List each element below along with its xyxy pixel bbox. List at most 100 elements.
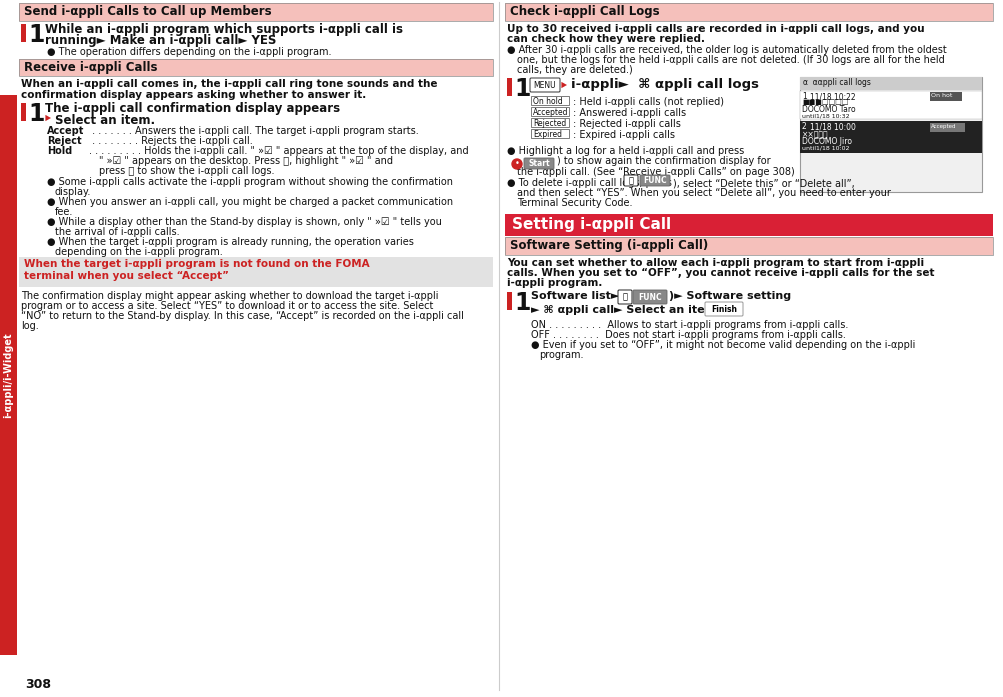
Text: log.: log. (21, 321, 39, 331)
Text: )► Software setting: )► Software setting (668, 291, 790, 301)
Text: calls, they are deleted.): calls, they are deleted.) (517, 65, 632, 75)
Text: ● The operation differs depending on the i-αppli program.: ● The operation differs depending on the… (47, 47, 331, 57)
Bar (505, 237, 992, 255)
Text: . . . . . . . Answers the i-αppli call. The target i-αppli program starts.: . . . . . . . Answers the i-αppli call. … (89, 126, 418, 136)
Text: the i-αppli call. (See “Receive i-αppli Calls” on page 308): the i-αppli call. (See “Receive i-αppli … (517, 167, 794, 177)
Text: ● After 30 i-αppli calls are received, the older log is automatically deleted fr: ● After 30 i-αppli calls are received, t… (507, 45, 946, 55)
Text: i-αppli/i-Widget: i-αppli/i-Widget (3, 332, 13, 418)
Bar (531, 129, 569, 138)
Text: ), select “Delete this” or “Delete all”,: ), select “Delete this” or “Delete all”, (672, 178, 854, 188)
Text: Hold: Hold (47, 146, 72, 156)
Text: . . . . . . . . . Holds the i-αppli call. " »☑ " appears at the top of the displ: . . . . . . . . . Holds the i-αppli call… (89, 146, 468, 156)
Bar (19, 3, 492, 21)
Text: Expired: Expired (533, 130, 562, 139)
Text: ● Highlight a log for a held i-αppli call and press: ● Highlight a log for a held i-αppli cal… (507, 146, 743, 156)
Text: MENU: MENU (534, 80, 556, 89)
Text: Send i-αppli Calls to Call up Members: Send i-αppli Calls to Call up Members (24, 5, 272, 18)
Bar (19, 3, 492, 21)
FancyBboxPatch shape (530, 78, 560, 92)
Bar (507, 292, 512, 310)
Text: ⓮: ⓮ (628, 176, 633, 185)
Text: You can set whether to allow each i-αppli program to start from i-αppli: You can set whether to allow each i-αppl… (507, 258, 923, 268)
Text: DOCOMO Taro: DOCOMO Taro (801, 105, 855, 114)
FancyBboxPatch shape (524, 158, 554, 169)
Bar (531, 96, 569, 105)
Text: : Rejected i-αppli calls: : Rejected i-αppli calls (573, 119, 680, 129)
FancyBboxPatch shape (624, 175, 637, 186)
Text: ● While a display other than the Stand-by display is shown, only " »☑ " tells yo: ● While a display other than the Stand-b… (47, 217, 441, 227)
Text: •: • (515, 160, 519, 169)
Text: The confirmation display might appear asking whether to download the target i-αp: The confirmation display might appear as… (21, 291, 438, 301)
Text: Terminal Security Code.: Terminal Security Code. (517, 198, 632, 208)
Text: Select an item.: Select an item. (55, 114, 155, 127)
Text: 1: 1 (801, 92, 806, 101)
Text: 1: 1 (514, 77, 530, 101)
Text: 11/18 10:00: 11/18 10:00 (809, 122, 855, 131)
Text: press ⓞ to show the i-αppli call logs.: press ⓞ to show the i-αppli call logs. (99, 166, 274, 176)
Text: “NO” to return to the Stand-by display. In this case, “Accept” is recorded on th: “NO” to return to the Stand-by display. … (21, 311, 463, 321)
Text: 1: 1 (514, 291, 530, 315)
Bar (0, 95, 17, 655)
Text: 2: 2 (801, 122, 806, 131)
Text: the arrival of i-αppli calls.: the arrival of i-αppli calls. (55, 227, 180, 237)
Text: can check how they were replied.: can check how they were replied. (507, 34, 704, 44)
Text: fee.: fee. (55, 207, 73, 217)
Text: i-αppli program.: i-αppli program. (507, 278, 602, 288)
Text: 11/18 10:22: 11/18 10:22 (809, 92, 855, 101)
Text: ××ゲーム: ××ゲーム (801, 130, 827, 139)
Text: Accepted: Accepted (930, 124, 956, 129)
Text: one, but the logs for the held i-αppli calls are not deleted. (If 30 logs are al: one, but the logs for the held i-αppli c… (517, 55, 944, 65)
Bar (19, 59, 492, 76)
FancyBboxPatch shape (632, 290, 666, 304)
Text: ON . . . . . . . . .  Allows to start i-αppli programs from i-αppli calls.: ON . . . . . . . . . Allows to start i-α… (531, 320, 848, 330)
Text: ● Some i-αppli calls activate the i-αppli program without showing the confirmati: ● Some i-αppli calls activate the i-αppl… (47, 177, 452, 187)
Text: terminal when you select “Accept”: terminal when you select “Accept” (24, 271, 229, 281)
Text: i-αppli►  ⌘ αppli call logs: i-αppli► ⌘ αppli call logs (571, 78, 758, 91)
Text: ⓮: ⓮ (622, 293, 627, 302)
FancyBboxPatch shape (639, 175, 669, 186)
Text: ● When the target i-αppli program is already running, the operation varies: ● When the target i-αppli program is alr… (47, 237, 413, 247)
Bar (799, 91, 981, 119)
Text: Up to 30 received i-αppli calls are recorded in i-αppli call logs, and you: Up to 30 received i-αppli calls are reco… (507, 24, 924, 34)
Polygon shape (561, 82, 567, 88)
Bar (19, 257, 492, 287)
Text: Reject: Reject (47, 136, 81, 146)
Bar (505, 3, 992, 21)
Text: 1: 1 (28, 102, 44, 126)
Polygon shape (45, 115, 51, 121)
Bar (507, 78, 512, 96)
Text: 1: 1 (28, 23, 44, 47)
Text: confirmation display appears asking whether to answer it.: confirmation display appears asking whet… (21, 90, 366, 100)
Bar (799, 121, 981, 153)
Text: FUNC: FUNC (638, 293, 661, 302)
Text: Software Setting (i-αppli Call): Software Setting (i-αppli Call) (510, 239, 707, 252)
Text: : Held i-αppli calls (not replied): : Held i-αppli calls (not replied) (573, 97, 723, 107)
Text: running► Make an i-αppli call► YES: running► Make an i-αppli call► YES (45, 34, 276, 47)
Text: When the target i-αppli program is not found on the FOMA: When the target i-αppli program is not f… (24, 259, 369, 269)
Text: Finish: Finish (710, 305, 736, 314)
Bar (531, 118, 569, 127)
Text: and then select “YES”. When you select “Delete all”, you need to enter your: and then select “YES”. When you select “… (517, 188, 890, 198)
Text: ● When you answer an i-αppli call, you might be charged a packet communication: ● When you answer an i-αppli call, you m… (47, 197, 452, 207)
Text: OFF . . . . . . . .  Does not start i-αppli programs from i-αppli calls.: OFF . . . . . . . . Does not start i-αpp… (531, 330, 846, 340)
Text: 308: 308 (25, 678, 51, 691)
Text: The i-αppli call confirmation display appears: The i-αppli call confirmation display ap… (45, 102, 340, 115)
Text: α  ααppli call logs: α ααppli call logs (802, 78, 870, 87)
Text: Accepted: Accepted (533, 108, 568, 117)
Bar (531, 107, 569, 116)
Bar (19, 59, 492, 76)
Text: When an i-αppli call comes in, the i-αppli call ring tone sounds and the: When an i-αppli call comes in, the i-αpp… (21, 79, 437, 89)
Text: calls. When you set to “OFF”, you cannot receive i-αppli calls for the set: calls. When you set to “OFF”, you cannot… (507, 268, 934, 278)
Text: display.: display. (55, 187, 91, 197)
Text: Check i-αppli Call Logs: Check i-αppli Call Logs (510, 5, 659, 18)
Bar (505, 3, 992, 21)
Text: : Answered i-αppli calls: : Answered i-αppli calls (573, 108, 685, 118)
Text: program.: program. (539, 350, 583, 360)
Bar (21, 24, 26, 42)
Text: Start: Start (528, 159, 550, 168)
Text: : Expired i-αppli calls: : Expired i-αppli calls (573, 130, 674, 140)
Text: On hold: On hold (533, 97, 563, 106)
Bar (799, 77, 981, 192)
Text: On hot: On hot (930, 93, 952, 98)
Bar (929, 123, 964, 132)
